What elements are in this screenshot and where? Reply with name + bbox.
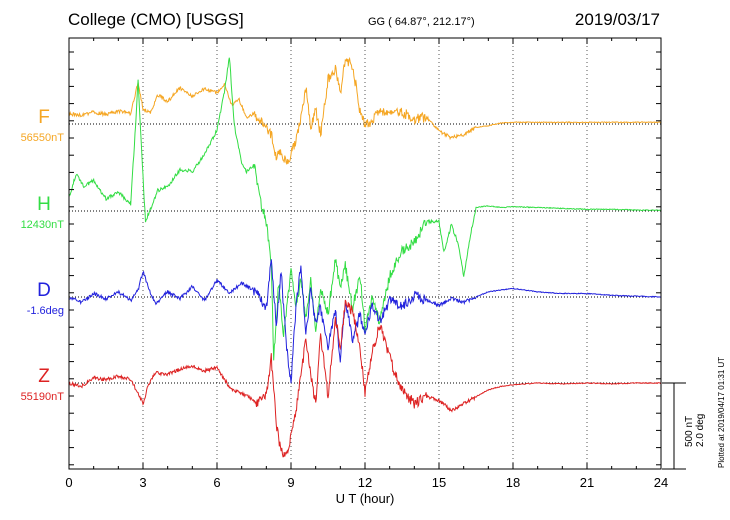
scale-bar: 500 nT 2.0 deg [662, 382, 706, 470]
component-traces [68, 56, 662, 458]
x-tick-label: 18 [506, 475, 520, 490]
series-line-f [68, 56, 662, 166]
observation-date: 2019/03/17 [574, 10, 660, 29]
x-tick-label: 9 [287, 475, 294, 490]
component-baseline-value-h: 12430nT [20, 219, 64, 231]
component-baseline-value-z: 55190nT [20, 391, 64, 403]
x-axis-title: U T (hour) [336, 491, 395, 506]
component-letter-d: D [37, 280, 51, 301]
component-baseline-value-f: 56550nT [20, 132, 64, 144]
plotted-timestamp: Plotted at 2019/04/17 01:31 UT [717, 357, 726, 468]
component-letter-f: F [38, 107, 50, 128]
scale-deg-label: 2.0 deg [695, 414, 706, 447]
station-coordinates: GG ( 64.87°, 212.17°) [368, 16, 475, 28]
x-tick-label: 24 [654, 475, 668, 490]
x-tick-label: 21 [580, 475, 594, 490]
x-tick-label: 0 [65, 475, 72, 490]
component-baseline-value-d: -1.6deg [26, 305, 64, 317]
series-line-z [68, 299, 662, 458]
component-letter-h: H [37, 194, 51, 215]
station-title: College (CMO) [USGS] [68, 10, 244, 29]
x-tick-label: 15 [432, 475, 446, 490]
x-axis-ticks: 0 3 6 9 12 15 18 21 24 [65, 38, 668, 490]
series-line-d [68, 259, 662, 384]
grid-lines [142, 38, 588, 469]
x-tick-label: 12 [358, 475, 372, 490]
x-tick-label: 6 [213, 475, 220, 490]
scale-nt-label: 500 nT [684, 416, 695, 447]
component-letter-z: Z [38, 366, 50, 387]
x-tick-label: 3 [139, 475, 146, 490]
